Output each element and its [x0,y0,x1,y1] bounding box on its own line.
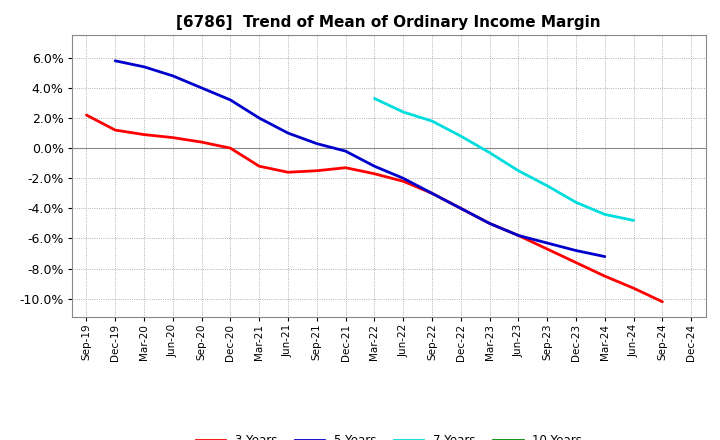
Title: [6786]  Trend of Mean of Ordinary Income Margin: [6786] Trend of Mean of Ordinary Income … [176,15,601,30]
Legend: 3 Years, 5 Years, 7 Years, 10 Years: 3 Years, 5 Years, 7 Years, 10 Years [191,430,587,440]
